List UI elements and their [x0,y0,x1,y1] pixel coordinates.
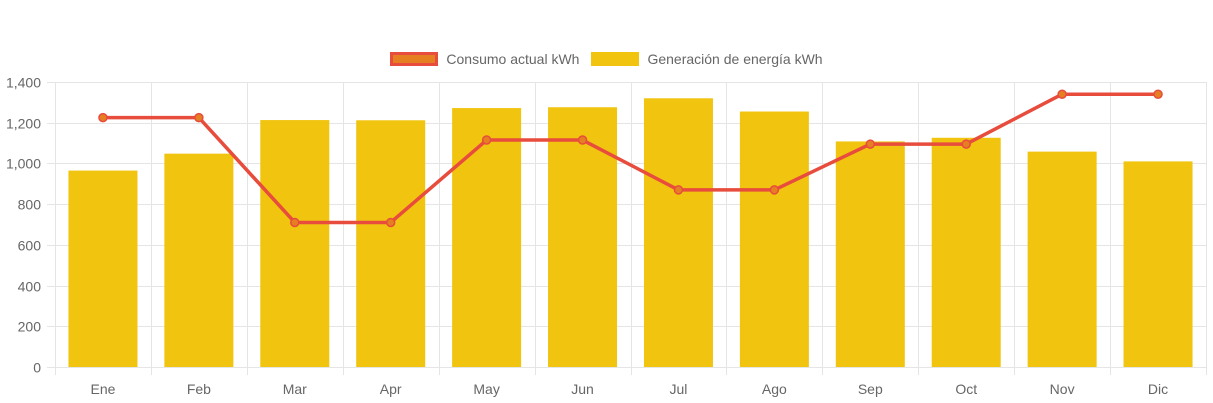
point-may [481,135,492,145]
bar-sep [835,141,905,367]
x-tick-label: Ago [762,381,787,397]
y-tick-label: 800 [18,197,42,213]
legend-label-consumo: Consumo actual kWh [446,51,580,67]
y-tick-label: 200 [18,319,42,335]
bar-mar [260,120,330,367]
x-tick-label: Dic [1148,381,1168,397]
y-tick-label: 1,400 [6,75,41,91]
legend-swatch-consumo [390,52,439,66]
y-tick-label: 600 [18,238,42,254]
y-tick-label: 1,200 [6,116,41,132]
point-ene [98,112,108,123]
bar-feb [164,153,234,367]
bar-dic [1123,161,1193,367]
x-tick-label: Jun [571,381,594,397]
y-tick-label: 1,000 [6,156,41,172]
x-tick-label: Oct [955,381,977,397]
y-tick-label: 0 [33,360,41,376]
x-tick-label: May [473,381,499,397]
legend-swatch-generacion [591,52,640,66]
x-tick-label: Jul [670,381,688,397]
point-jun [577,135,588,145]
y-tick-label: 400 [18,279,42,295]
point-nov [1057,89,1067,99]
point-oct [961,139,971,149]
axis-layer: 0 200 400 600 800 1,000 1,200 1,400 Ene Feb Mar Apr… [6,75,1168,398]
x-tick-label: Ene [90,381,115,397]
point-apr [385,217,396,228]
legend-label-generacion: Generación de energía kWh [647,51,823,67]
line-consumo [102,92,1159,225]
bar-jun [548,107,618,367]
line-layer [98,89,1163,228]
point-sep [865,139,876,149]
point-jul [673,185,684,195]
bar-may [452,108,522,368]
bar-nov [1027,151,1097,367]
x-tick-label: Feb [187,381,211,397]
legend-item-generacion[interactable]: Generación de energía kWh [591,51,823,67]
legend: Consumo actual kWh Generación de energía… [0,51,1213,67]
point-dic [1153,89,1163,99]
bar-apr [356,120,426,368]
bar-jul [643,98,713,368]
legend-item-consumo[interactable]: Consumo actual kWh [390,51,579,67]
point-ago [769,185,780,195]
x-tick-label: Sep [858,381,883,397]
bar-ene [68,170,138,367]
x-tick-label: Apr [380,381,402,397]
point-mar [290,217,300,228]
bar-layer [68,98,1193,368]
bar-oct [931,137,1001,367]
point-feb [194,112,204,123]
bar-ago [739,111,809,368]
x-tick-label: Mar [283,381,307,397]
x-tick-label: Nov [1050,381,1075,397]
